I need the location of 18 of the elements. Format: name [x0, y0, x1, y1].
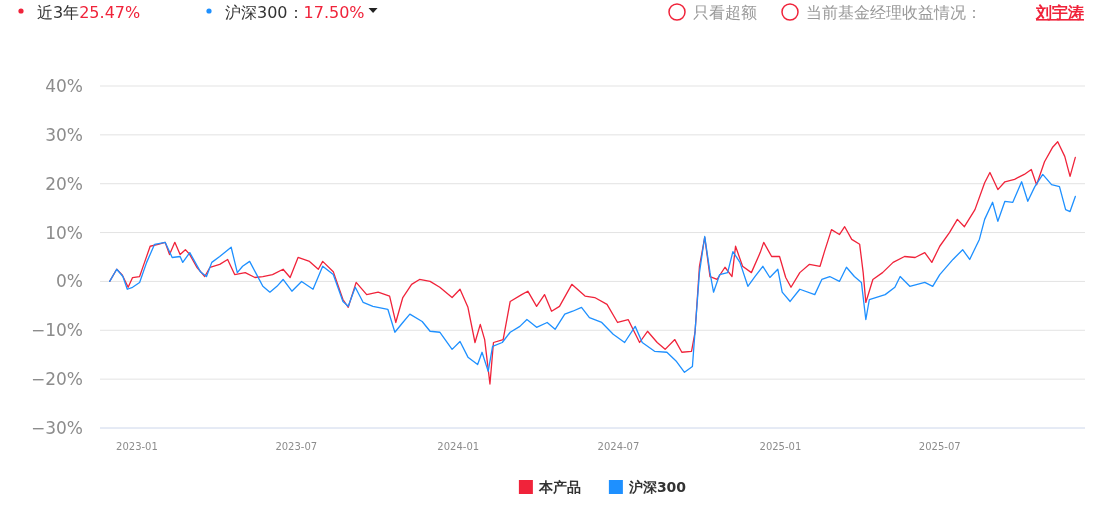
x-tick-label: 2023-01 — [116, 441, 158, 452]
legend-label: 沪深300 — [627, 479, 687, 495]
line-series — [109, 173, 1076, 373]
header: 近3年25.47% 沪深300：17.50% 只看超额 当前基金经理收益情况： 刘宇涛 — [18, 3, 1084, 22]
y-tick-label: 30% — [45, 124, 83, 145]
x-tick-label: 2023-07 — [275, 441, 318, 452]
y-tick-label: −30% — [30, 418, 83, 438]
y-tick-label: 40% — [45, 76, 83, 96]
x-tick-label: 2024-07 — [597, 441, 640, 452]
y-tick-label: 20% — [45, 173, 83, 194]
x-tick-label: 2025-01 — [759, 441, 802, 452]
x-tick-label: 2024-01 — [437, 441, 480, 452]
y-tick-label: 10% — [45, 222, 83, 243]
legend-label: 本产品 — [537, 479, 581, 495]
y-tick-label: 0% — [56, 271, 83, 292]
x-tick-label: 2025-07 — [918, 441, 961, 452]
y-tick-label: −10% — [30, 320, 83, 341]
y-tick-label: −20% — [30, 369, 83, 390]
